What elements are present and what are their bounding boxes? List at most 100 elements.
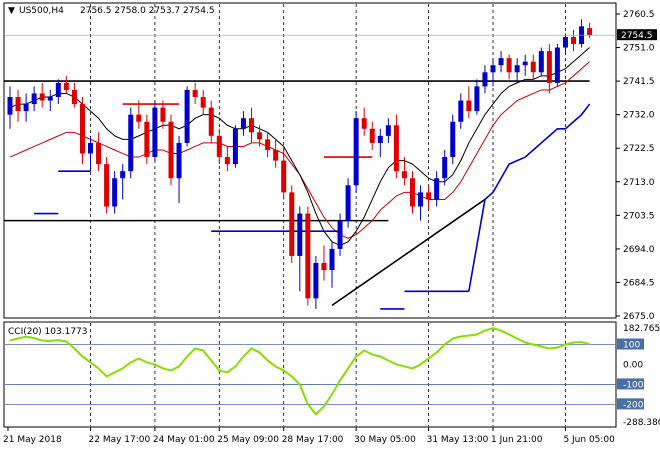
candle (273, 139, 279, 168)
candle (39, 82, 45, 108)
candle-body (232, 128, 238, 165)
candle-body (249, 118, 254, 133)
candle-body (104, 164, 110, 207)
price-tick-label: 2732.0 (623, 111, 655, 121)
price-tick-label: 2703.5 (623, 211, 655, 221)
price-tick-label: 2675.0 (623, 312, 655, 322)
candle (514, 58, 520, 83)
candle-body (257, 132, 263, 140)
candle (353, 111, 359, 193)
candle (289, 185, 295, 264)
candle-body (136, 114, 142, 122)
candle (490, 58, 496, 87)
candle (385, 118, 391, 143)
candle (434, 171, 440, 207)
candle (329, 241, 335, 288)
candle (257, 125, 263, 147)
candle-body (337, 220, 343, 249)
current-price-badge: 2754.5 (617, 29, 657, 41)
candle (184, 86, 190, 147)
candle-body (15, 97, 21, 112)
candle-body (514, 65, 520, 73)
candle (176, 135, 182, 203)
candle-body (273, 149, 279, 161)
candle (571, 29, 576, 52)
candle-body (345, 185, 351, 221)
candle-body (176, 142, 182, 179)
candle-body (120, 171, 126, 179)
candle (168, 114, 174, 186)
cci-line (9, 327, 590, 416)
candle (337, 213, 343, 256)
candle (208, 100, 214, 143)
candle-body (7, 97, 13, 115)
candle (442, 149, 448, 186)
candle-body (546, 51, 552, 83)
candle-body (554, 47, 560, 83)
candle (450, 114, 456, 165)
candle (23, 93, 29, 122)
candle (410, 171, 415, 214)
candle (7, 86, 13, 129)
candle (31, 86, 37, 112)
candle-body (63, 82, 69, 90)
candle-body (55, 82, 61, 98)
time-tick-label: 21 May 2018 (3, 435, 62, 445)
cci-level-badge (617, 338, 644, 350)
cci-tick-label: 0.00 (623, 360, 643, 370)
candle (393, 114, 399, 179)
cci-tick-label: -100 (623, 380, 644, 390)
candle (96, 132, 102, 172)
cci-panel[interactable] (3, 321, 617, 428)
candle (281, 146, 287, 200)
candle (361, 107, 367, 136)
price-axis: 2760.5 2751.0 2741.5 2732.0 2722.5 2713.0 2703… (5, 10, 655, 322)
candle (426, 185, 432, 211)
drawn-levels (4, 80, 590, 307)
time-tick-label: 1 Jun 21:00 (491, 435, 543, 445)
candle (104, 157, 110, 214)
time-tick-label: 31 May 13:00 (427, 435, 489, 445)
candle (506, 54, 512, 80)
candle-body (168, 121, 174, 179)
moving-averages (9, 47, 591, 310)
candle (297, 206, 303, 292)
time-tick-label: 30 May 05:00 (354, 435, 416, 445)
cci-header: CCI(20) 103.1773 (8, 327, 88, 337)
candle (15, 89, 21, 122)
time-tick-label: 24 May 01:00 (153, 435, 215, 445)
candle (55, 79, 61, 105)
candle-body (562, 36, 568, 48)
candle-body (450, 121, 456, 158)
candle (345, 178, 351, 228)
candle-body (224, 157, 230, 165)
candle (136, 100, 142, 129)
candle (120, 164, 126, 200)
candle-body (538, 51, 544, 73)
candle-body (240, 118, 246, 129)
current-price-label: 2754.5 (621, 31, 653, 41)
ohlc-values: 2756.5 2758.0 2753.7 2754.5 (80, 6, 215, 16)
candle-body (571, 36, 576, 45)
price-tick-label: 2751.0 (623, 44, 655, 54)
candle (200, 89, 206, 115)
price-tick-label: 2713.0 (623, 178, 655, 188)
candle (47, 89, 53, 112)
candle (192, 82, 198, 105)
time-tick-label: 22 May 17:00 (89, 435, 151, 445)
cci-indicator: 182.7655 100 0.00 -100 -200 -288.380 (5, 324, 660, 428)
candle (530, 54, 536, 80)
candle-body (401, 171, 407, 179)
chart-menu-arrow-icon[interactable]: ▼ (8, 6, 15, 16)
candle-body (426, 192, 432, 200)
time-tick-label: 25 May 09:00 (217, 435, 279, 445)
candle (546, 44, 552, 94)
candle-body (128, 114, 134, 172)
candle-body (39, 93, 45, 101)
candle (305, 206, 311, 306)
time-tick-label: 28 May 17:00 (282, 435, 344, 445)
candle (240, 111, 246, 136)
candle-body (200, 97, 206, 108)
candle-body (23, 104, 29, 112)
